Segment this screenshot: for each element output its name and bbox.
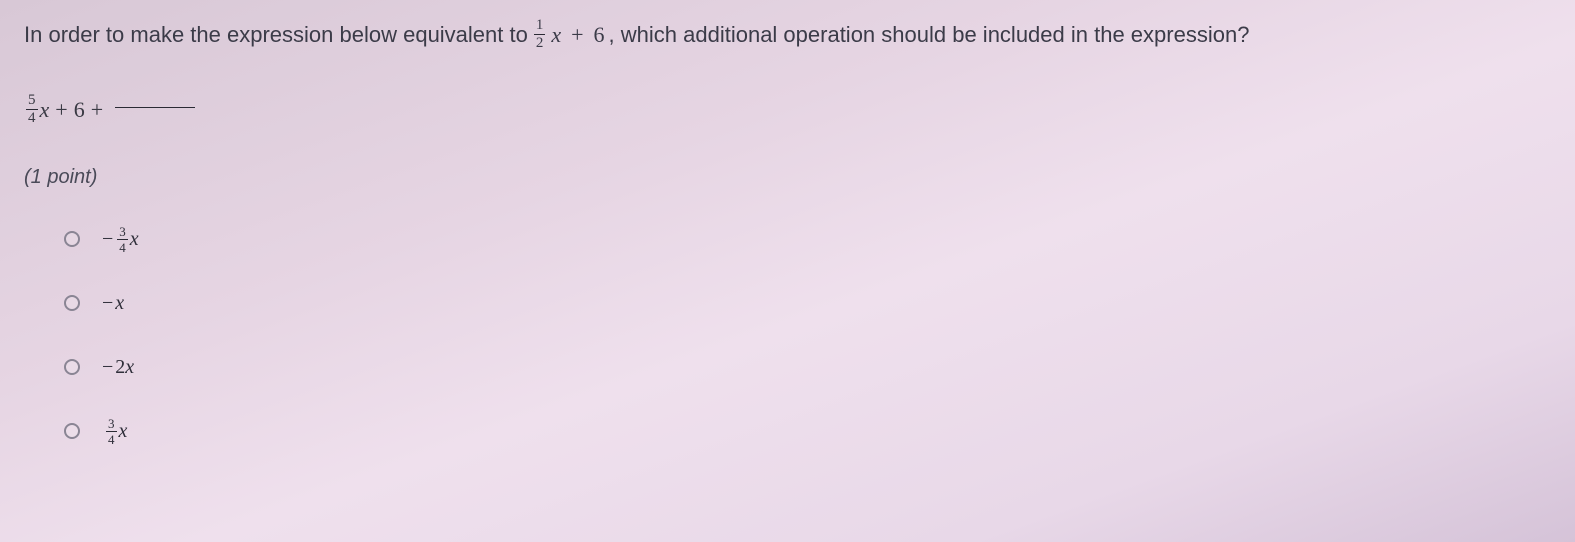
radio-icon[interactable]: [64, 231, 80, 247]
option-fraction: 3 4: [117, 225, 128, 254]
question-suffix: , which additional operation should be i…: [609, 18, 1250, 51]
target-constant: 6: [594, 18, 605, 51]
question-text: In order to make the expression below eq…: [24, 18, 1551, 51]
radio-icon[interactable]: [64, 359, 80, 375]
expression-variable: x: [40, 97, 50, 123]
option-a-math: − 3 4 x: [102, 225, 139, 254]
radio-icon[interactable]: [64, 295, 80, 311]
expression-fraction: 5 4: [26, 93, 38, 126]
blank-fill-in: [115, 107, 195, 108]
option-c[interactable]: − 2 x: [64, 351, 1551, 383]
question-prefix: In order to make the expression below eq…: [24, 18, 528, 51]
expression-constant: 6: [74, 97, 85, 123]
plus-operator: +: [49, 97, 73, 123]
points-label: (1 point): [24, 166, 1551, 189]
option-a[interactable]: − 3 4 x: [64, 223, 1551, 255]
option-c-math: − 2 x: [102, 356, 134, 379]
plus-operator: +: [565, 18, 589, 51]
option-d[interactable]: 3 4 x: [64, 415, 1551, 447]
option-d-math: 3 4 x: [102, 417, 127, 446]
target-fraction: 1 2: [534, 18, 546, 51]
option-fraction: 3 4: [106, 417, 117, 446]
plus-operator: +: [85, 97, 109, 123]
option-b[interactable]: − x: [64, 287, 1551, 319]
target-variable: x: [551, 18, 561, 51]
radio-icon[interactable]: [64, 423, 80, 439]
expression: 5 4 x + 6 +: [24, 93, 1551, 126]
answer-options: − 3 4 x − x − 2 x 3 4 x: [64, 223, 1551, 447]
option-b-math: − x: [102, 292, 124, 315]
